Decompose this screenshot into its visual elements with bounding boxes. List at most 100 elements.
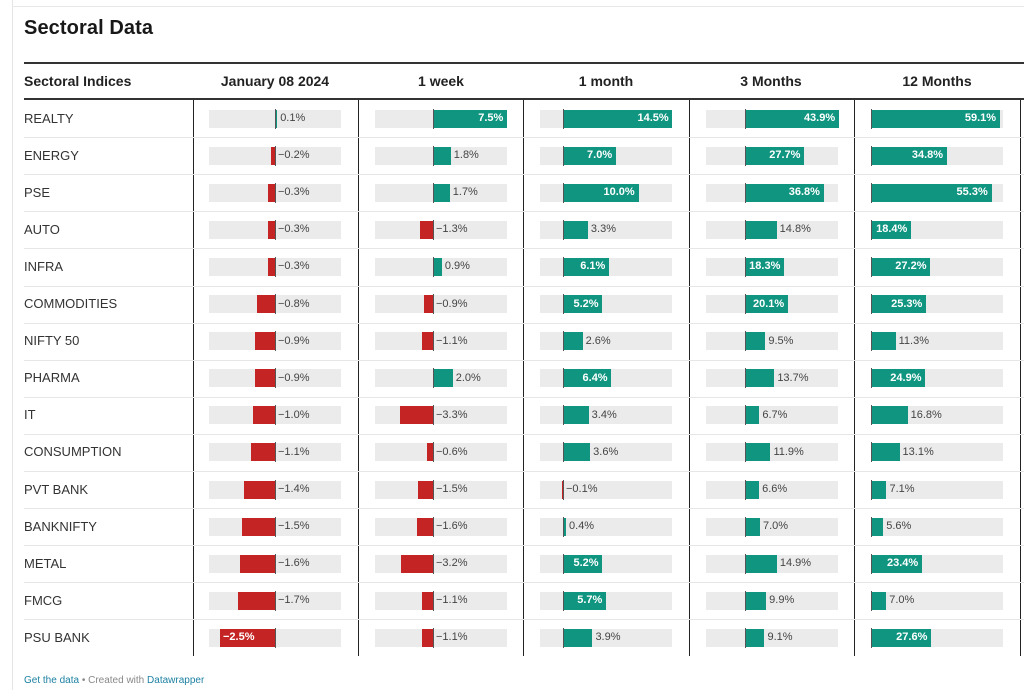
frame-left-border [12, 0, 13, 690]
zero-axis-line [563, 182, 564, 203]
row-separator [24, 471, 1024, 472]
row-separator [24, 433, 1024, 435]
bar [745, 369, 775, 388]
bar [563, 406, 589, 425]
bar [239, 554, 275, 573]
column-separator [689, 100, 690, 656]
bar [871, 183, 992, 202]
bar [418, 480, 433, 499]
bar-background [540, 480, 672, 499]
zero-axis-line [871, 553, 872, 574]
value-label: −1.5% [436, 483, 468, 496]
value-label: 5.2% [573, 297, 599, 310]
bar-background [871, 332, 1003, 351]
zero-axis-line [275, 368, 276, 389]
value-label: 7.5% [478, 112, 504, 125]
value-label: −1.6% [436, 520, 468, 533]
value-label: −0.3% [278, 186, 310, 199]
value-label: 1.7% [452, 186, 478, 199]
bar-background [706, 517, 838, 536]
zero-axis-line [745, 145, 746, 166]
value-label: −1.6% [278, 557, 310, 570]
bar [745, 443, 771, 462]
value-label: −1.1% [436, 631, 468, 644]
zero-axis-line [433, 553, 434, 574]
value-label: 0.4% [569, 520, 595, 533]
value-label: 3.9% [595, 631, 621, 644]
value-label: 6.1% [580, 260, 606, 273]
zero-axis-line [745, 479, 746, 500]
value-label: 6.6% [762, 483, 788, 496]
value-label: 14.9% [779, 557, 812, 570]
bar [561, 480, 563, 499]
row-label: METAL [24, 555, 67, 571]
bar [871, 554, 922, 573]
get-data-link[interactable]: Get the data [24, 675, 80, 686]
zero-axis-line [275, 553, 276, 574]
row-separator [24, 174, 1024, 176]
value-label: −0.3% [278, 223, 310, 236]
value-label: 7.0% [587, 149, 613, 162]
zero-axis-line [275, 182, 276, 203]
zero-axis-line [563, 145, 564, 166]
bar [237, 591, 275, 610]
bar-background [871, 517, 1003, 536]
value-label: 20.1% [753, 297, 785, 310]
bar [563, 257, 610, 276]
row-separator [24, 508, 1024, 510]
bar [422, 591, 433, 610]
bar [871, 295, 927, 314]
row-label: CONSUMPTION [24, 444, 122, 460]
footer-separator: • Created with [79, 675, 148, 686]
bar [871, 591, 887, 610]
bar [871, 443, 900, 462]
bar [268, 183, 275, 202]
value-label: 14.8% [779, 223, 811, 236]
zero-axis-line [275, 516, 276, 537]
value-label: −1.7% [278, 594, 310, 607]
bar [433, 257, 442, 276]
bar [563, 554, 603, 573]
row-label: NIFTY 50 [24, 333, 80, 349]
value-label: 6.4% [582, 371, 608, 384]
zero-axis-line [871, 145, 872, 166]
value-label: 3.3% [590, 223, 616, 236]
row-separator [24, 396, 1024, 398]
row-label: FMCG [24, 592, 63, 608]
zero-axis-line [563, 627, 564, 648]
value-label: 11.3% [898, 334, 929, 347]
zero-axis-line [275, 627, 276, 648]
value-label: −0.3% [278, 260, 310, 273]
bar [745, 146, 805, 165]
zero-axis-line [563, 553, 564, 574]
row-label: PHARMA [24, 370, 80, 386]
zero-axis-line [563, 368, 564, 389]
value-label: −3.2% [436, 557, 468, 570]
value-label: −1.0% [278, 408, 310, 421]
bar-background [706, 332, 838, 351]
zero-axis-line [433, 294, 434, 315]
column-separator [358, 100, 359, 656]
column-header-1-week: 1 week [418, 73, 464, 89]
bar [268, 220, 275, 239]
row-separator [24, 322, 1024, 324]
datawrapper-link[interactable]: Datawrapper [147, 675, 205, 686]
bar [745, 332, 766, 351]
zero-axis-line [871, 479, 872, 500]
value-label: −2.5% [223, 631, 255, 644]
value-label: 27.2% [895, 260, 927, 273]
bar [871, 220, 912, 239]
zero-axis-line [563, 516, 564, 537]
bar [745, 591, 767, 610]
bar-background [706, 406, 838, 425]
value-label: 36.8% [788, 186, 820, 199]
zero-axis-line [563, 256, 564, 277]
value-label: 18.3% [749, 260, 781, 273]
value-label: −1.5% [278, 520, 310, 533]
bar [563, 220, 588, 239]
zero-axis-line [745, 331, 746, 352]
zero-axis-line [563, 331, 564, 352]
value-label: −1.4% [278, 483, 310, 496]
value-label: 6.7% [762, 408, 788, 421]
zero-axis-line [871, 516, 872, 537]
